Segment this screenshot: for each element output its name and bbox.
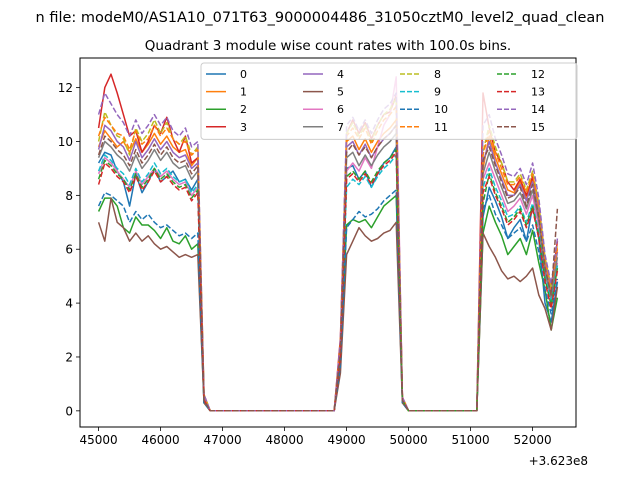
- legend-label-5: 5: [337, 86, 344, 99]
- y-tick-label: 10: [58, 135, 73, 149]
- series-line-10: [97, 189, 559, 412]
- y-axis: 0 2 4 6 8 10 12: [58, 81, 80, 418]
- series-line-9: [97, 154, 559, 412]
- legend-label-8: 8: [434, 68, 441, 81]
- y-tick-label: 0: [65, 404, 73, 418]
- y-tick-label: 12: [58, 81, 73, 95]
- x-tick-label: 47000: [204, 433, 242, 447]
- series-line-15: [97, 124, 559, 412]
- series-line-6: [97, 76, 559, 412]
- series-line-7: [97, 132, 559, 412]
- y-tick-label: 4: [65, 297, 73, 311]
- legend-label-9: 9: [434, 86, 441, 99]
- legend-label-1: 1: [240, 86, 247, 99]
- x-tick-label: 52000: [514, 433, 552, 447]
- series-layer: [97, 73, 559, 412]
- x-tick-label: 46000: [142, 433, 180, 447]
- series-line-5: [97, 197, 559, 412]
- legend-label-4: 4: [337, 68, 344, 81]
- series-line-2: [97, 194, 559, 412]
- x-offset-text: +3.623e8: [529, 454, 588, 468]
- axes-frame: [79, 57, 577, 428]
- legend-label-6: 6: [337, 103, 344, 116]
- legend-label-13: 13: [531, 86, 545, 99]
- x-axis: 45000 46000 47000 48000 49000 50000 51000 52000: [80, 427, 552, 447]
- x-tick-label: 48000: [266, 433, 304, 447]
- legend-label-2: 2: [240, 103, 247, 116]
- x-tick-label: 45000: [80, 433, 118, 447]
- legend-label-15: 15: [531, 121, 545, 134]
- legend-label-10: 10: [434, 103, 448, 116]
- legend-label-12: 12: [531, 68, 545, 81]
- x-tick-label: 51000: [452, 433, 490, 447]
- chart-title: Quadrant 3 module wise count rates with …: [145, 38, 511, 54]
- legend-label-7: 7: [337, 121, 344, 134]
- x-tick-label: 50000: [390, 433, 428, 447]
- plot-area: 45000 46000 47000 48000 49000 50000 51000 52000…: [58, 57, 588, 468]
- series-line-12: [97, 148, 559, 412]
- x-tick-label: 49000: [328, 433, 366, 447]
- y-tick-label: 8: [65, 189, 73, 203]
- legend-frame: [200, 62, 578, 140]
- legend-label-11: 11: [434, 121, 448, 134]
- legend-label-3: 3: [240, 121, 247, 134]
- legend-label-0: 0: [240, 68, 247, 81]
- figure-suptitle: n file: modeM0/AS1A10_071T63_9000004486_…: [36, 10, 605, 26]
- y-tick-label: 6: [65, 243, 73, 257]
- legend-label-14: 14: [531, 103, 545, 116]
- series-line-13: [97, 151, 559, 412]
- series-line-4: [97, 124, 559, 412]
- series-line-11: [97, 105, 559, 412]
- y-tick-label: 2: [65, 350, 73, 364]
